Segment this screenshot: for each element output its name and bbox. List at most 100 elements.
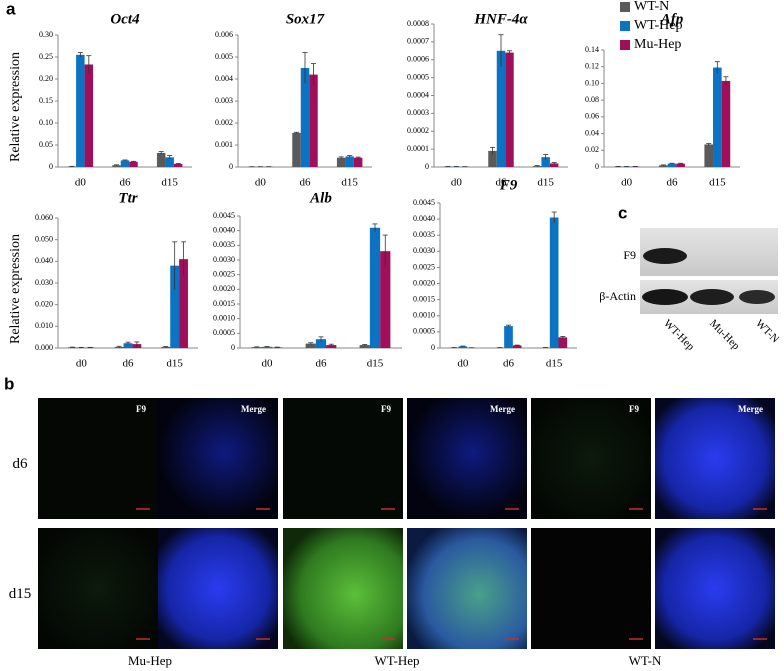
bar (292, 132, 301, 167)
x-tick-label: d15 (367, 358, 384, 370)
micrograph (531, 528, 651, 649)
bar (667, 163, 677, 167)
bar (76, 54, 85, 167)
group-label: WT-Hep (374, 653, 419, 668)
x-tick-label: d15 (341, 177, 358, 189)
x-tick-label: d0 (451, 177, 463, 189)
micrograph (158, 528, 278, 649)
y-tick-label: 0.15 (39, 96, 53, 105)
micrograph (407, 528, 527, 649)
chart-title: Afp (660, 11, 684, 27)
x-tick-label: d6 (667, 177, 679, 189)
bar (512, 345, 522, 348)
bar (123, 343, 133, 348)
legend-swatch (620, 21, 630, 31)
bar (161, 346, 171, 348)
y-tick-label: 0 (49, 162, 53, 171)
bar (496, 50, 506, 167)
panel-label: a (6, 0, 16, 18)
channel-label: Merge (490, 404, 515, 414)
bar (713, 67, 722, 167)
channel-label: Merge (738, 404, 763, 414)
y-tick-label: 0.0015 (413, 294, 435, 303)
bar (170, 265, 180, 348)
bar (68, 347, 77, 348)
x-tick-label: d6 (120, 177, 132, 189)
blot-band (739, 290, 775, 304)
bar (353, 157, 363, 167)
bar (305, 343, 316, 348)
y-tick-label: 0.0010 (413, 311, 435, 320)
bar (156, 152, 166, 167)
y-tick-label: 0.0020 (413, 278, 435, 287)
chart-title: HNF-4α (473, 11, 528, 27)
y-tick-label: 0.0030 (413, 246, 435, 255)
chart-title: Ttr (118, 190, 137, 206)
y-tick-label: 0.0005 (413, 327, 435, 336)
x-tick-label: d0 (76, 358, 88, 370)
y-tick-label: 0.0035 (413, 230, 435, 239)
bar (300, 68, 310, 167)
x-tick-label: d15 (161, 177, 178, 189)
bar (659, 165, 668, 167)
y-tick-label: 0.0025 (413, 262, 435, 271)
y-tick-label: 0.06 (585, 112, 599, 121)
bar (369, 227, 381, 348)
bar (165, 157, 174, 167)
x-tick-label: d15 (166, 358, 183, 370)
chart-title: Oct4 (110, 11, 140, 27)
y-tick-label: 0.004 (215, 74, 233, 83)
x-tick-label: d6 (496, 177, 508, 189)
legend-swatch (620, 2, 630, 12)
row-label: d15 (9, 586, 32, 602)
y-tick-label: 0 (595, 162, 599, 171)
bar (129, 161, 138, 167)
micrograph (38, 528, 158, 649)
micrograph (158, 398, 278, 519)
y-tick-label: 0.12 (585, 62, 599, 71)
bar (261, 346, 273, 348)
bar (112, 165, 121, 167)
y-tick-label: 0.08 (585, 95, 599, 104)
y-axis-label: Relative expression (8, 52, 23, 162)
x-tick-label: d6 (300, 177, 312, 189)
y-tick-label: 0 (229, 162, 233, 171)
y-tick-label: 0.0006 (407, 55, 429, 64)
blot-row-label: F9 (623, 248, 636, 262)
row-label: d6 (13, 456, 29, 472)
y-tick-label: 0.0004 (407, 90, 429, 99)
y-tick-label: 0 (425, 162, 429, 171)
group-label: WT-N (629, 653, 662, 668)
legend-label: Mu-Hep (634, 37, 681, 52)
legend-label: WT-Hep (634, 18, 682, 33)
y-tick-label: 0.000 (35, 343, 53, 352)
y-tick-label: 0.0008 (407, 19, 429, 28)
x-tick-label: d6 (316, 358, 328, 370)
y-tick-label: 0.10 (585, 78, 599, 87)
x-tick-label: d6 (123, 358, 135, 370)
micrograph (531, 398, 651, 519)
micrograph (283, 528, 403, 649)
bar (315, 339, 327, 348)
y-tick-label: 0.0007 (407, 37, 429, 46)
bar (704, 144, 714, 167)
x-tick-label: d0 (75, 177, 87, 189)
blot-lane-label: WT-N (753, 317, 781, 345)
bar (549, 217, 559, 348)
y-tick-label: 0.14 (585, 45, 599, 54)
blot-band (642, 289, 688, 305)
y-tick-label: 0.0005 (407, 72, 429, 81)
micrograph (283, 398, 403, 519)
y-tick-label: 0.006 (215, 30, 233, 39)
bar (120, 160, 130, 167)
micrograph (655, 398, 775, 519)
chart-title: Alb (309, 190, 332, 206)
y-tick-label: 0.0040 (413, 214, 435, 223)
x-tick-label: d15 (537, 177, 554, 189)
y-tick-label: 0.030 (35, 278, 53, 287)
y-tick-label: 0.10 (39, 118, 53, 127)
bar (380, 251, 391, 348)
y-axis-label: Relative expression (8, 234, 23, 344)
blot-lane-label: WT-Hep (661, 317, 697, 353)
